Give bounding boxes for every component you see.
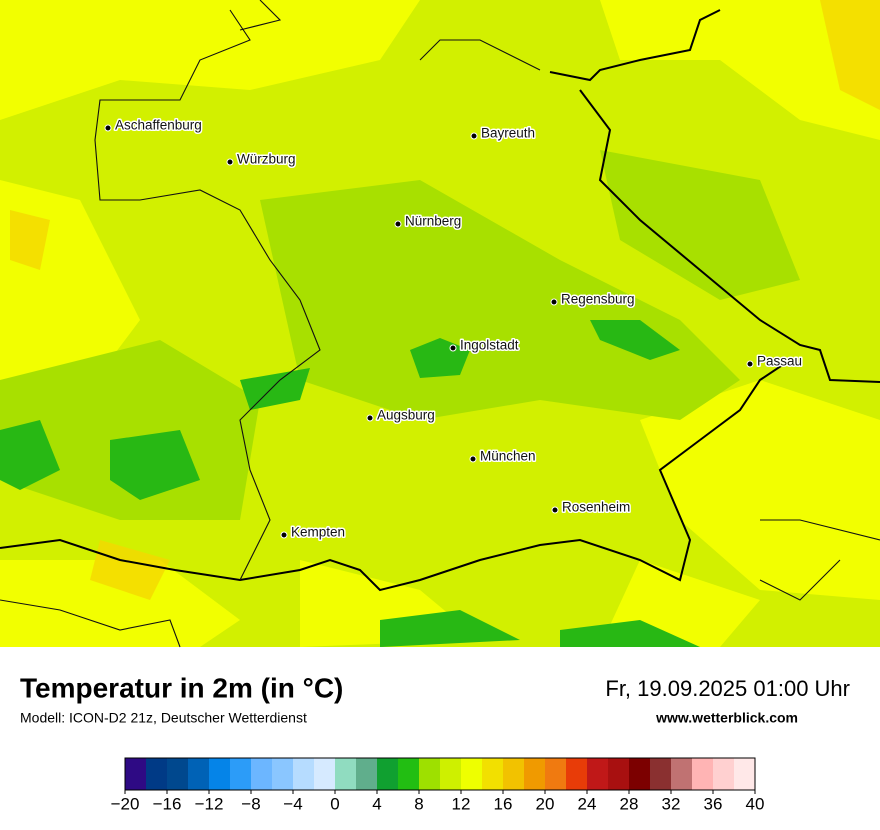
colorbar-swatch xyxy=(587,758,609,790)
colorbar-swatch xyxy=(293,758,315,790)
forecast-datetime: Fr, 19.09.2025 01:00 Uhr xyxy=(605,676,850,701)
colorbar-swatch xyxy=(335,758,357,790)
city-dot xyxy=(394,220,402,228)
colorbar-swatch xyxy=(230,758,252,790)
city-dot xyxy=(550,298,558,306)
colorbar-swatch xyxy=(650,758,672,790)
colorbar-tick-label: 28 xyxy=(620,794,639,813)
colorbar-swatch xyxy=(377,758,399,790)
colorbar-tick-label: 16 xyxy=(494,794,513,813)
colorbar-tick-label: 32 xyxy=(662,794,681,813)
colorbar-swatch xyxy=(482,758,504,790)
country-border-south xyxy=(0,359,791,592)
city-label: Nürnberg xyxy=(405,214,461,229)
city-label: Regensburg xyxy=(561,292,635,307)
colorbar-tick-label: 20 xyxy=(536,794,555,813)
city-dot xyxy=(449,344,457,352)
colorbar-swatch xyxy=(713,758,735,790)
cities: Aschaffenburg Würzburg Bayreuth Nürnberg Reg… xyxy=(104,116,804,541)
colorbar-swatch xyxy=(167,758,189,790)
city-dot xyxy=(469,455,477,463)
city-label: Würzburg xyxy=(237,152,296,167)
colorbar-swatch xyxy=(671,758,693,790)
colorbar-tick-label: −4 xyxy=(283,794,302,813)
map-subtitle: Modell: ICON-D2 21z, Deutscher Wetterdie… xyxy=(20,710,307,726)
map-title: Temperatur in 2m (in °C) xyxy=(20,672,343,703)
country-border xyxy=(549,9,880,383)
city-dot xyxy=(746,360,754,368)
colorbar-tick-label: 40 xyxy=(746,794,765,813)
colorbar-swatch xyxy=(398,758,420,790)
map xyxy=(0,0,880,648)
city-label: Aschaffenburg xyxy=(115,118,202,133)
hot-areas xyxy=(10,0,880,600)
colorbar-swatch xyxy=(146,758,168,790)
colorbar-swatch xyxy=(314,758,336,790)
colorbar-swatch xyxy=(629,758,651,790)
colorbar-tick-label: 4 xyxy=(372,794,381,813)
city-label: Bayreuth xyxy=(481,126,535,141)
colorbar-swatch xyxy=(209,758,231,790)
colorbar-swatch xyxy=(461,758,483,790)
colorbar-swatch xyxy=(188,758,210,790)
city-dot xyxy=(280,531,288,539)
colorbar-tick-label: 36 xyxy=(704,794,723,813)
city-dot xyxy=(104,124,112,132)
city-dot xyxy=(551,506,559,514)
city-label: Ingolstadt xyxy=(460,338,519,353)
colorbar-swatch xyxy=(251,758,273,790)
cold-areas xyxy=(0,320,700,647)
colorbar-swatch xyxy=(524,758,546,790)
city-dot xyxy=(366,414,374,422)
colorbar-tick-label: −8 xyxy=(241,794,260,813)
colorbar-swatch xyxy=(125,758,147,790)
city-label: Rosenheim xyxy=(562,500,630,515)
colorbar-tick-label: 8 xyxy=(414,794,423,813)
colorbar-tick-label: −12 xyxy=(195,794,224,813)
city-label: München xyxy=(480,449,536,464)
colorbar-tick-label: −16 xyxy=(153,794,182,813)
city-label: Augsburg xyxy=(377,408,435,423)
colorbar-swatch xyxy=(503,758,525,790)
city-dot xyxy=(226,158,234,166)
region-border xyxy=(0,0,880,648)
colorbar: −20 −16 −12 −8 −4 0 4 8 12 16 20 24 28 32 36 40 xyxy=(111,757,765,813)
colorbar-tick-label: 12 xyxy=(452,794,471,813)
warm-areas xyxy=(0,0,880,647)
colorbar-swatch xyxy=(545,758,567,790)
colorbar-swatch xyxy=(692,758,714,790)
colorbar-swatch xyxy=(440,758,462,790)
colorbar-tick-label: 0 xyxy=(330,794,339,813)
colorbar-swatch xyxy=(734,758,756,790)
colorbar-swatch xyxy=(419,758,441,790)
colorbar-swatch xyxy=(608,758,630,790)
colorbar-swatch xyxy=(356,758,378,790)
colorbar-swatch xyxy=(566,758,588,790)
colorbar-tick-label: −20 xyxy=(111,794,140,813)
colorbar-frame xyxy=(124,757,756,791)
website: www.wetterblick.com xyxy=(655,710,798,726)
city-label: Kempten xyxy=(291,525,345,540)
city-dot xyxy=(470,132,478,140)
colorbar-swatch xyxy=(272,758,294,790)
colorbar-tick-label: 24 xyxy=(578,794,597,813)
city-label: Passau xyxy=(757,354,802,369)
